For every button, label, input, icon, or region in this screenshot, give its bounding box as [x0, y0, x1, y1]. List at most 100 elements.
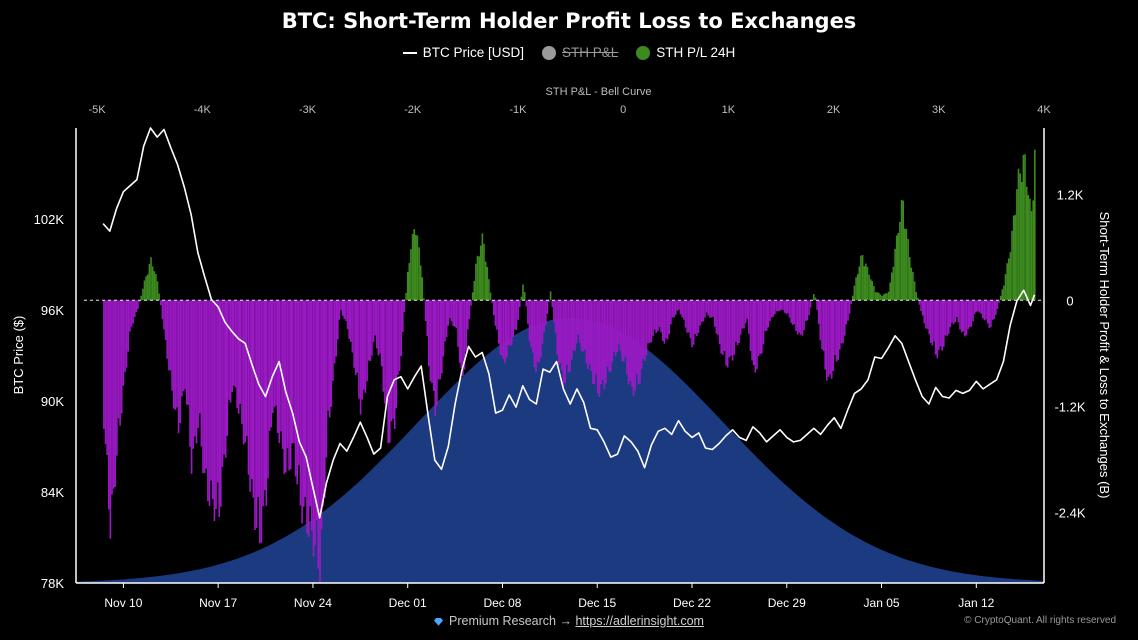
pl-bar: [106, 300, 108, 456]
pl-bar: [839, 300, 841, 350]
pl-bar: [601, 300, 604, 380]
pl-bar: [580, 300, 583, 351]
pl-bar: [574, 300, 576, 351]
pl-bar: [488, 279, 490, 301]
pl-bar: [351, 300, 354, 353]
pl-bar: [367, 300, 370, 361]
pl-bar: [259, 300, 261, 544]
pl-bar: [413, 229, 415, 301]
pl-bar: [636, 300, 638, 375]
pl-bar: [558, 300, 560, 366]
pl-bar: [471, 292, 474, 301]
pl-bar: [241, 300, 243, 425]
pl-bar: [403, 300, 406, 313]
pl-bar: [587, 300, 589, 370]
pl-bar: [819, 300, 822, 341]
pl-bar: [229, 300, 232, 403]
pl-bar: [738, 300, 740, 343]
pl-bar: [221, 300, 224, 468]
pl-bar: [172, 300, 175, 409]
pl-bar: [449, 300, 451, 319]
pl-bar: [177, 300, 180, 434]
pl-bar: [208, 300, 211, 506]
pl-bar: [117, 300, 120, 419]
pl-bar: [372, 300, 375, 343]
pl-bar: [835, 300, 838, 362]
pl-bar: [215, 300, 217, 509]
pl-bar: [886, 293, 888, 301]
pl-bar: [824, 300, 826, 370]
pl-bar: [947, 300, 950, 334]
pl-bar: [278, 300, 281, 443]
pl-bar: [327, 300, 329, 411]
pl-bar: [224, 300, 227, 458]
pl-bar: [946, 300, 948, 336]
pl-bar: [949, 300, 952, 328]
pl-bar: [280, 300, 282, 432]
pl-bar: [632, 300, 635, 397]
pl-bar: [312, 300, 315, 557]
pl-bar: [156, 281, 159, 301]
pl-bar: [324, 300, 326, 498]
pl-bar: [790, 300, 792, 323]
pl-bar: [223, 300, 225, 455]
pl-bar: [255, 300, 258, 528]
pl-bar: [543, 300, 545, 332]
pl-bar: [478, 256, 480, 301]
pl-bar: [338, 300, 341, 320]
legend-item-btc-price[interactable]: BTC Price [USD]: [402, 45, 524, 60]
pl-bar: [960, 300, 963, 333]
pl-bar: [288, 300, 290, 471]
pl-bar: [915, 292, 917, 301]
pl-bar: [764, 300, 766, 332]
pl-bar: [239, 300, 242, 404]
pl-bar: [207, 300, 209, 502]
pl-bar: [840, 300, 843, 344]
legend-item-sth-pl-24h[interactable]: STH P/L 24H: [636, 45, 735, 60]
pl-bar: [608, 300, 610, 372]
pl-bar: [309, 300, 311, 507]
pl-bar: [770, 300, 773, 318]
pl-bar: [190, 300, 193, 474]
pl-bar: [579, 300, 581, 343]
pl-bar: [705, 300, 708, 313]
pl-bar: [930, 300, 932, 343]
x-tick-label: Dec 08: [483, 596, 521, 610]
x-tick-label: Dec 15: [578, 596, 616, 610]
pl-bar: [439, 300, 441, 380]
premium-link[interactable]: https://adlerinsight.com: [575, 614, 704, 628]
pl-bar: [943, 300, 945, 347]
pl-bar: [778, 300, 781, 311]
pl-bar: [1034, 149, 1036, 301]
pl-bar: [463, 300, 466, 370]
pl-bar: [520, 296, 523, 301]
pl-bar: [103, 300, 105, 429]
pl-bar: [674, 300, 677, 315]
pl-bar: [889, 282, 891, 301]
pl-bar: [494, 300, 497, 326]
pl-bar: [782, 300, 784, 310]
pl-bar: [726, 300, 729, 368]
pl-bar: [519, 300, 521, 308]
pl-bar: [765, 300, 768, 331]
pl-bar: [174, 300, 177, 410]
pl-bar: [803, 300, 805, 330]
pl-bar: [385, 300, 388, 405]
pl-bar: [735, 300, 737, 342]
pl-bar: [493, 300, 495, 316]
top-tick-label: 3K: [932, 104, 946, 116]
legend-item-sth-pl[interactable]: STH P&L: [541, 45, 618, 60]
pl-bar: [442, 300, 445, 357]
pl-bar: [247, 300, 250, 475]
pl-bar: [457, 300, 459, 347]
pl-bar: [561, 300, 563, 371]
pl-bar: [746, 300, 748, 319]
footer-premium: Premium Research → https://adlerinsight.…: [0, 614, 1138, 628]
pl-bar: [171, 300, 173, 391]
pl-bar: [510, 300, 513, 345]
pl-bar: [874, 292, 877, 301]
pl-bar: [704, 300, 706, 318]
pl-bar: [124, 300, 126, 373]
pl-bar: [376, 300, 378, 349]
pl-bar: [523, 292, 526, 301]
